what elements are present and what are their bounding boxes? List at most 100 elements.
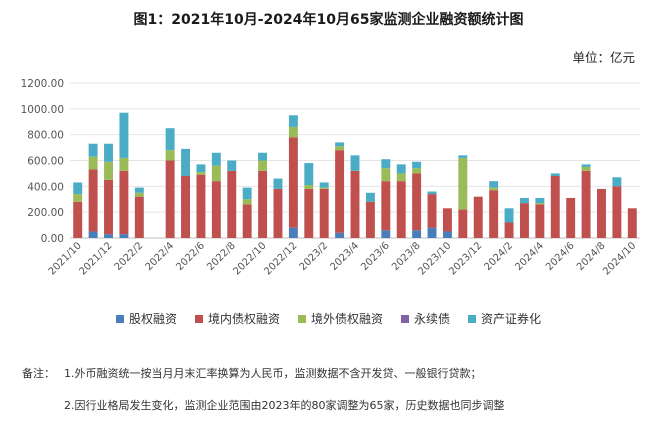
bar-segment xyxy=(319,182,329,188)
bar-segment xyxy=(581,164,591,167)
legend-item: 永续债 xyxy=(401,310,450,327)
bar-segment xyxy=(211,152,221,166)
bar-segment xyxy=(242,187,252,200)
legend-label: 股权融资 xyxy=(128,312,177,326)
bar-segment xyxy=(196,164,206,173)
bar-segment xyxy=(104,143,113,162)
bar-segment xyxy=(504,208,514,223)
bar-segment xyxy=(365,192,375,202)
bar-segment xyxy=(381,230,391,238)
x-tick-label: 2024/6 xyxy=(544,240,577,273)
bar-segment xyxy=(242,199,252,205)
x-tick-label: 2023/4 xyxy=(328,240,361,273)
note-head xyxy=(22,390,64,422)
bar-segment xyxy=(165,128,175,151)
bar-segment xyxy=(242,204,252,238)
bar-segment xyxy=(88,231,98,238)
bar-segment xyxy=(227,170,237,238)
bar-segment xyxy=(227,160,237,171)
chart-title: 图1：2021年10月-2024年10月65家监测企业融资额统计图 xyxy=(133,12,524,28)
bar-segment xyxy=(134,196,144,238)
bar-segment xyxy=(211,165,221,182)
legend-swatch xyxy=(297,314,306,323)
x-tick-label: 2024/2 xyxy=(483,240,516,273)
bar-segment xyxy=(612,177,622,187)
bar-segment xyxy=(365,201,375,238)
bar-segment xyxy=(88,169,98,232)
legend-item: 资产证券化 xyxy=(468,310,541,327)
bar-segment xyxy=(319,187,329,189)
bar-segment xyxy=(211,181,221,238)
bar-segment xyxy=(519,197,529,204)
x-tick-label: 2022/10 xyxy=(232,240,269,277)
bar-segment xyxy=(535,203,545,205)
bar-segment xyxy=(73,201,83,238)
note-row: 备注： 1.外币融资统一按当月月末汇率换算为人民币，监测数据不含开发贷、一般银行贷… xyxy=(22,358,504,390)
legend-swatch xyxy=(401,314,409,323)
x-tick-label: 2021/10 xyxy=(47,240,84,277)
bar-segment xyxy=(581,170,591,238)
bar-segment xyxy=(304,163,314,186)
x-tick-label: 2023/12 xyxy=(447,240,484,277)
bar-segment xyxy=(119,157,129,171)
notes: 备注： 1.外币融资统一按当月月末汇率换算为人民币，监测数据不含开发贷、一般银行贷… xyxy=(22,358,504,422)
bar-segment xyxy=(427,194,437,228)
bar-segment xyxy=(581,166,591,171)
bar-segment xyxy=(134,192,144,197)
x-tick-label: 2024/10 xyxy=(601,240,638,277)
bar-segment xyxy=(612,186,622,238)
x-tick-label: 2022/4 xyxy=(144,240,177,273)
bar-segment xyxy=(504,222,514,238)
x-tick-label: 2023/6 xyxy=(359,240,392,273)
bar-segment xyxy=(165,150,175,161)
y-tick-label: 200.00 xyxy=(27,207,64,219)
bar-segment xyxy=(88,156,98,170)
bar-segment xyxy=(288,115,298,127)
bar-segment xyxy=(196,172,206,175)
bar-segment xyxy=(335,142,345,147)
bar-segment xyxy=(258,170,268,238)
bar-segment xyxy=(181,148,191,176)
bar-segment xyxy=(304,185,314,189)
x-tick-label: 2022/12 xyxy=(262,240,299,277)
x-tick-label: 2022/2 xyxy=(113,240,146,273)
bar-segment xyxy=(550,173,560,176)
bar-segment xyxy=(73,182,83,195)
bar-segment xyxy=(104,161,113,180)
bar-segment xyxy=(350,170,360,238)
bar-segment xyxy=(412,173,422,231)
bar-segment xyxy=(288,126,298,138)
y-tick-label: 1000.00 xyxy=(21,104,64,116)
bar-segment xyxy=(427,227,437,238)
x-tick-label: 2023/10 xyxy=(416,240,453,277)
y-tick-label: 0.00 xyxy=(41,233,64,245)
bar-segment xyxy=(489,181,499,188)
legend: 股权融资 境内债权融资 境外债权融资 永续债 资产证券化 xyxy=(0,310,657,327)
bar-segment xyxy=(73,194,83,202)
bar-segment xyxy=(350,155,360,171)
bar-segment xyxy=(119,234,129,238)
bar-segment xyxy=(396,181,406,238)
bar-segment xyxy=(273,178,283,189)
bar-segment xyxy=(412,161,422,169)
bar-segment xyxy=(335,150,345,233)
note-row: 2.因行业格局发生变化，监测企业范围由2023年的80家调整为65家，历史数据也… xyxy=(22,390,504,422)
bar-segment xyxy=(88,143,98,157)
gridlines xyxy=(70,82,640,239)
x-axis-tick-labels: 2021/102021/122022/22022/42022/62022/820… xyxy=(47,240,639,277)
bar-segment xyxy=(597,188,606,238)
x-tick-label: 2024/4 xyxy=(513,240,546,273)
bar-segment xyxy=(566,197,576,238)
bar-segment xyxy=(458,155,468,158)
bar-segment xyxy=(489,190,499,238)
bar-segment xyxy=(535,197,545,204)
legend-swatch xyxy=(194,314,203,323)
legend-item: 境外债权融资 xyxy=(297,310,383,327)
bar-segment xyxy=(196,174,206,238)
bar-segment xyxy=(427,191,437,195)
bar-segment xyxy=(258,160,268,171)
legend-item: 境内债权融资 xyxy=(194,310,280,327)
bar-segment xyxy=(134,187,144,193)
bar-segment xyxy=(627,208,637,238)
bar-segment xyxy=(473,196,483,238)
